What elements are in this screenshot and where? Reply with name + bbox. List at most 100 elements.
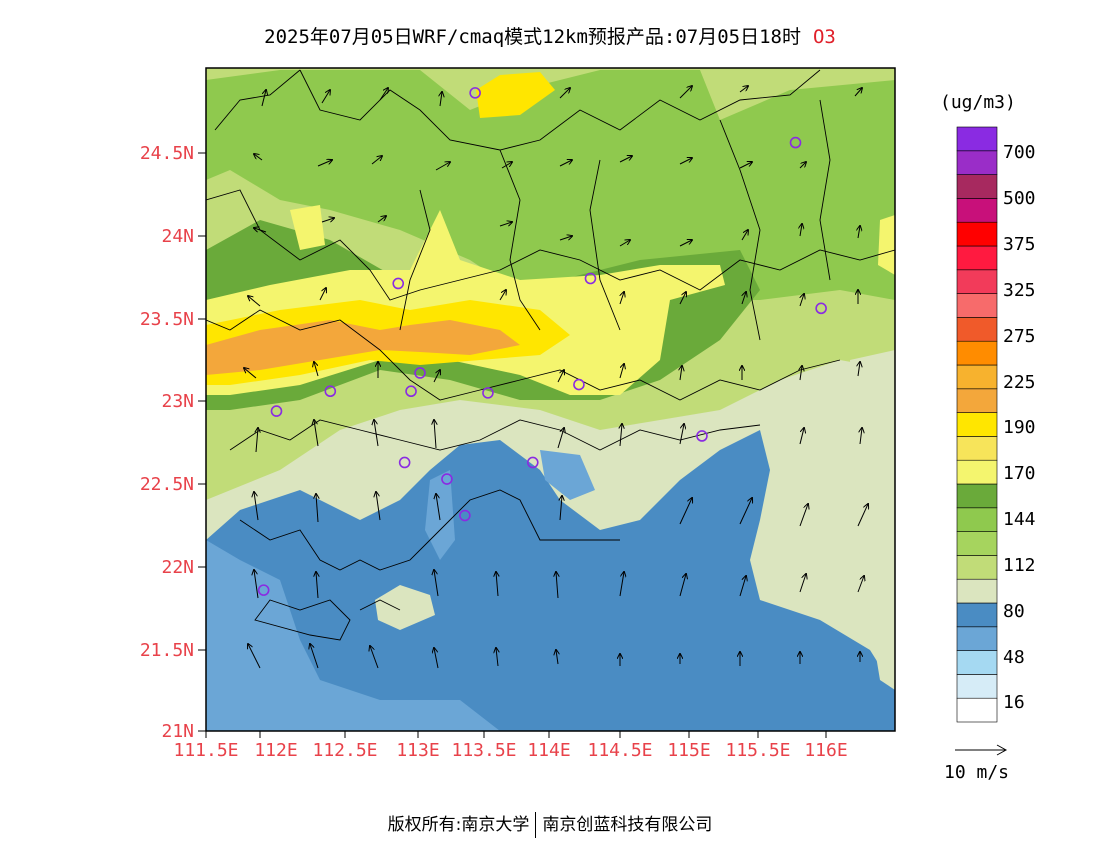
colorbar-segment (956, 459, 998, 485)
lat-tick-label: 24N (161, 226, 194, 247)
colorbar-label: 225 (1003, 372, 1036, 393)
vector-key-arrow (955, 744, 1008, 756)
colorbar-segment (956, 388, 998, 413)
island-hainan-strait (375, 585, 435, 630)
concentration-field (206, 68, 895, 731)
lon-tick-label: 114.5E (587, 740, 653, 761)
lat-tick-label: 24.5N (139, 143, 194, 164)
station-marker (573, 378, 585, 391)
colorbar-segment (956, 174, 998, 199)
lon-tick-label: 115E (667, 740, 711, 761)
colorbar-segment (956, 507, 998, 532)
station-marker (459, 509, 471, 522)
map-frame (205, 67, 896, 732)
station-marker (469, 87, 481, 99)
colorbar-label: 325 (1003, 280, 1036, 301)
colorbar-label: 275 (1003, 326, 1036, 347)
colorbar-segment (956, 602, 998, 628)
band-170-east (878, 215, 895, 275)
station-marker (414, 367, 426, 379)
station-marker (482, 387, 494, 399)
lat-tick-label: 21.5N (139, 640, 194, 661)
colorbar-label: 48 (1003, 647, 1025, 668)
colorbar-segment (956, 150, 998, 175)
colorbar-segment (956, 626, 998, 651)
colorbar-segment (956, 412, 998, 437)
lat-tick-label: 22N (161, 557, 194, 578)
station-marker (526, 456, 539, 469)
copyright-left: 版权所有:南京大学 (387, 815, 530, 835)
wind-vectors (244, 86, 868, 669)
lon-tick-label: 113E (396, 740, 440, 761)
colorbar-segment (956, 364, 998, 390)
band-170-north (290, 205, 325, 250)
copyright-footer: 版权所有:南京大学 南京创蓝科技有限公司 (0, 810, 1100, 838)
sea-light-east (540, 450, 595, 500)
lon-tick-label: 112E (254, 740, 298, 761)
colorbar-label: 700 (1003, 142, 1036, 163)
title-text: 2025年07月05日WRF/cmaq模式12km预报产品:07月05日18时 (264, 26, 801, 48)
station-marker (441, 473, 453, 485)
lon-tick-label: 113.5E (451, 740, 517, 761)
colorbar-label: 16 (1003, 692, 1025, 713)
band-225 (206, 320, 520, 375)
station-marker (324, 385, 337, 398)
lat-tick-label: 22.5N (139, 474, 194, 495)
colorbar-label: 500 (1003, 188, 1036, 209)
monitoring-stations (257, 87, 827, 596)
colorbar-segment (956, 674, 998, 699)
station-marker (405, 385, 417, 398)
colorbar-segment (956, 293, 998, 318)
admin-borders (206, 69, 895, 641)
band-170-east-b (590, 290, 650, 385)
lat-tick-marks (198, 152, 206, 732)
lat-tick-label: 23.5N (139, 309, 194, 330)
lat-tick-label: 23N (161, 391, 194, 412)
copyright-right: 南京创蓝科技有限公司 (542, 815, 713, 835)
colorbar-label: 375 (1003, 234, 1036, 255)
lon-tick-marks (205, 731, 827, 738)
colorbar-segment (956, 531, 998, 556)
colorbar-label: 112 (1003, 555, 1036, 576)
colorbar-unit: (ug/m3) (940, 92, 1016, 113)
band-190-north (476, 72, 555, 118)
station-marker (398, 456, 411, 469)
colorbar-label: 80 (1003, 601, 1025, 622)
lon-tick-label: 114E (527, 740, 571, 761)
colorbar-segment (956, 555, 998, 580)
lon-tick-label: 111.5E (173, 740, 239, 761)
station-marker (815, 302, 827, 315)
colorbar-segment (956, 697, 998, 723)
colorbar-segment (956, 269, 998, 294)
vector-key-label: 10 m/s (944, 762, 1010, 783)
colorbar-segment (956, 126, 998, 152)
colorbar-segment (956, 221, 998, 247)
colorbar-segment (956, 578, 998, 604)
colorbar-segment (956, 198, 998, 223)
sea-dark (206, 430, 895, 731)
colorbar-segment (956, 340, 998, 366)
lon-tick-label: 115.5E (725, 740, 791, 761)
colorbar-label: 170 (1003, 463, 1036, 484)
colorbar-segment (956, 436, 998, 461)
lon-tick-label: 112.5E (312, 740, 378, 761)
footer-divider (535, 812, 537, 838)
colorbar-segment (956, 650, 998, 675)
station-marker (584, 272, 597, 285)
map-title: 2025年07月05日WRF/cmaq模式12km预报产品:07月05日18时 O… (0, 22, 1100, 49)
station-marker (257, 584, 270, 596)
colorbar-label: 190 (1003, 417, 1036, 438)
station-marker (696, 430, 708, 442)
colorbar-label: 144 (1003, 509, 1036, 530)
station-marker (392, 277, 405, 290)
station-marker (789, 136, 802, 149)
station-marker (270, 405, 283, 417)
species-label: O3 (812, 26, 836, 48)
colorbar (956, 126, 998, 723)
lon-tick-label: 116E (804, 740, 848, 761)
colorbar-segment (956, 317, 998, 342)
sea-light-west (206, 540, 500, 731)
colorbar-segment (956, 483, 998, 509)
colorbar-segment (956, 245, 998, 271)
